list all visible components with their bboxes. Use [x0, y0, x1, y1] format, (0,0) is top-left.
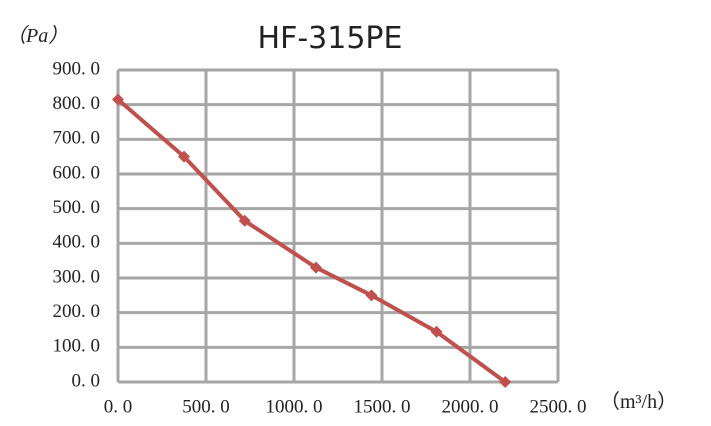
x-axis-label: （m³/h）	[600, 390, 677, 413]
y-tick-label: 900. 0	[53, 58, 101, 79]
y-tick-label: 0. 0	[72, 370, 101, 391]
y-tick-label: 600. 0	[53, 162, 101, 183]
marker	[238, 214, 251, 227]
marker	[430, 325, 443, 338]
y-tick-label: 200. 0	[53, 301, 101, 322]
x-tick-label: 2500. 0	[530, 396, 587, 417]
x-tick-label: 1500. 0	[354, 396, 411, 417]
y-tick-label: 300. 0	[53, 266, 101, 287]
marker	[310, 261, 322, 274]
marker	[365, 289, 378, 302]
marker	[112, 93, 124, 106]
x-tick-label: 500. 0	[182, 396, 230, 417]
x-tick-label: 2000. 0	[442, 396, 499, 417]
chart-title: HF-315PE	[258, 21, 403, 56]
marker	[178, 150, 190, 163]
line	[116, 97, 507, 384]
y-tick-label: 500. 0	[53, 197, 101, 218]
y-tick-label: 700. 0	[53, 128, 101, 149]
y-tick-label: 800. 0	[53, 93, 101, 114]
y-tick-label: 100. 0	[53, 336, 101, 357]
x-tick-label: 0. 0	[104, 396, 133, 417]
x-tick-label: 1000. 0	[266, 396, 323, 417]
y-tick-label: 400. 0	[53, 232, 101, 253]
marker	[499, 376, 512, 388]
y-axis-label: （Pa）	[6, 24, 68, 47]
